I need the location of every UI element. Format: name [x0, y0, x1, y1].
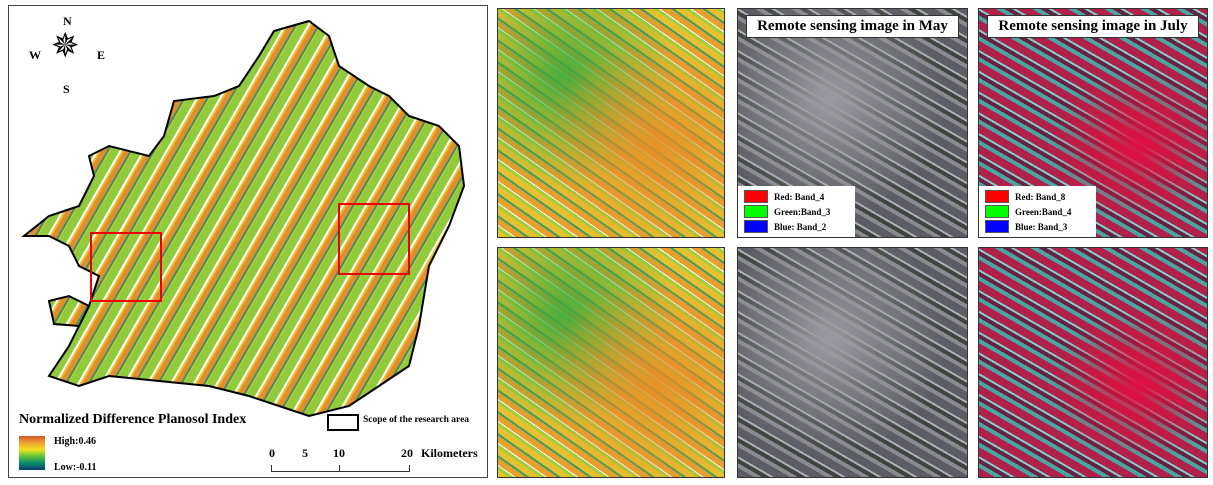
high-label: High:0.46 — [54, 436, 96, 447]
band-label: Blue: Band_2 — [774, 221, 827, 232]
compass-star-icon: ✵ — [51, 28, 80, 65]
blue-swatch — [744, 220, 768, 233]
scale-tick-10: 10 — [333, 446, 345, 460]
band-label: Green:Band_3 — [774, 206, 831, 217]
band-label: Blue: Band_3 — [1015, 221, 1068, 232]
west-label: W — [29, 48, 41, 62]
scale-tick-5: 5 — [302, 446, 308, 460]
july-band-legend: Red: Band_8 Green:Band_4 Blue: Band_3 — [979, 186, 1096, 237]
green-swatch — [744, 205, 768, 218]
research-area-boundary — [21, 19, 466, 418]
scale-tick-20: 20 — [401, 446, 413, 460]
ndpi-map-panel: N S W E ✵ Normalized Difference Planosol… — [8, 5, 488, 478]
color-ramp — [19, 436, 45, 470]
ndpi-zoom-west — [497, 247, 725, 478]
band-label: Red: Band_8 — [1015, 191, 1066, 202]
ndpi-zoom-east — [497, 8, 725, 238]
compass-rose: N S W E ✵ — [29, 14, 109, 96]
scale-tick-0: 0 — [269, 446, 275, 460]
july-image-east: Remote sensing image in July Red: Band_8… — [978, 8, 1208, 238]
south-label: S — [63, 82, 70, 96]
band-label: Green:Band_4 — [1015, 206, 1072, 217]
may-band-legend: Red: Band_4 Green:Band_3 Blue: Band_2 — [738, 186, 855, 237]
july-title: Remote sensing image in July — [987, 15, 1199, 38]
research-area-map — [21, 19, 466, 418]
red-swatch — [744, 190, 768, 203]
north-label: N — [63, 14, 72, 28]
zoom-box-east — [338, 203, 410, 275]
zoom-box-west — [90, 232, 162, 302]
may-image-west — [737, 247, 968, 478]
may-image-east: Remote sensing image in May Red: Band_4 … — [737, 8, 968, 238]
july-image-west — [978, 247, 1208, 478]
east-label: E — [97, 48, 106, 62]
band-label: Red: Band_4 — [774, 191, 825, 202]
scope-label: Scope of the research area — [363, 415, 470, 425]
scale-unit: Kilometers — [421, 446, 478, 460]
blue-swatch — [985, 220, 1009, 233]
low-label: Low:-0.11 — [54, 462, 97, 473]
scope-swatch — [327, 414, 359, 431]
red-swatch — [985, 190, 1009, 203]
legend-title: Normalized Difference Planosol Index — [19, 412, 247, 427]
scale-bar: 0 5 10 20 Kilometers — [269, 446, 479, 476]
green-swatch — [985, 205, 1009, 218]
may-title: Remote sensing image in May — [746, 15, 959, 38]
